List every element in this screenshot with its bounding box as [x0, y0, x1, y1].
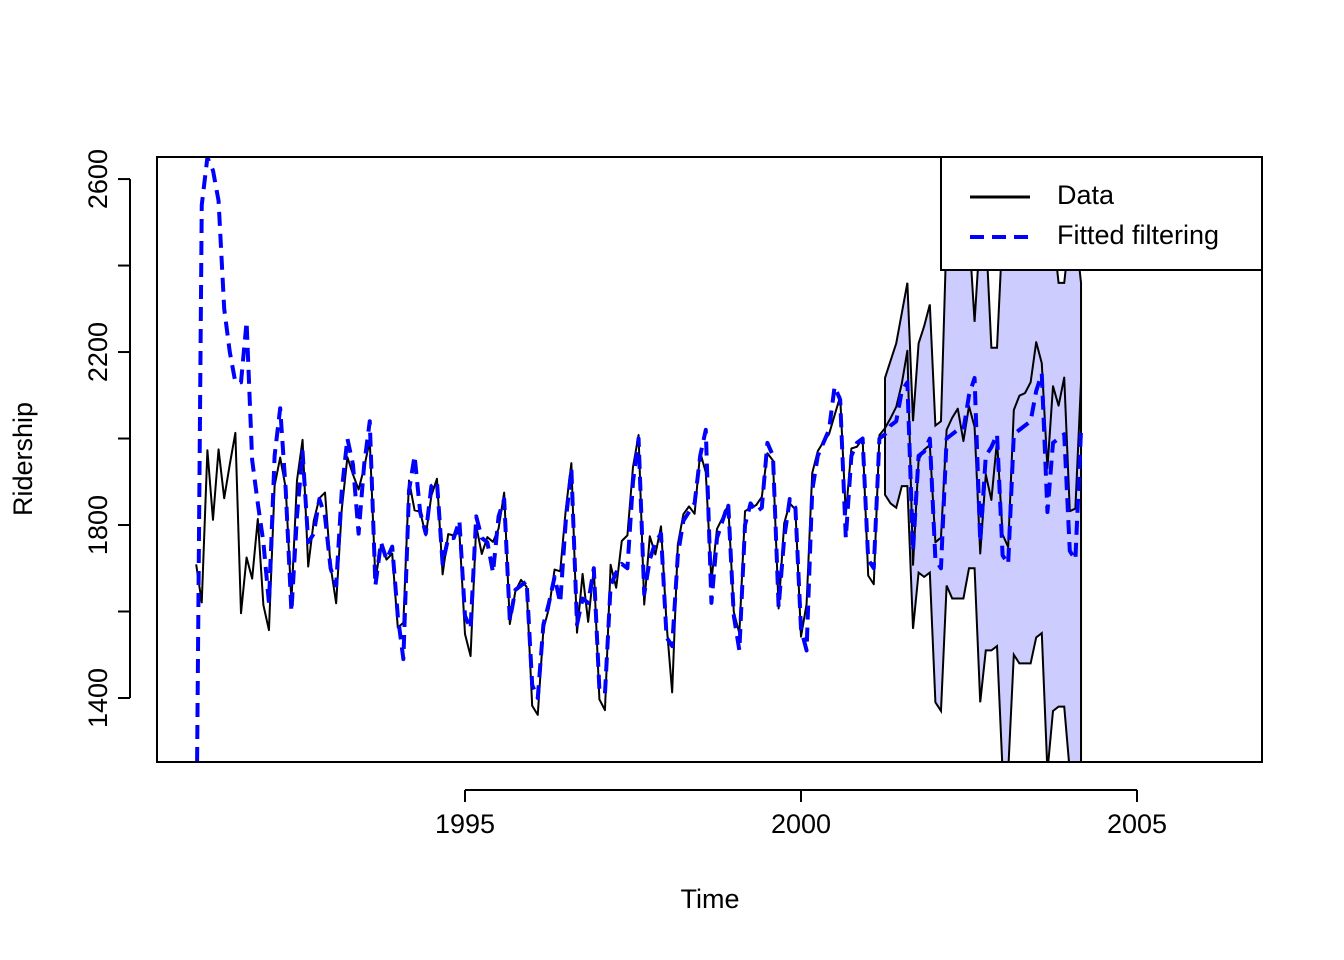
- plot-area: [195, 157, 1084, 762]
- y-axis-label: Ridership: [8, 402, 38, 516]
- plot-frame: [156, 156, 1263, 763]
- y-tick-label: 2200: [83, 322, 113, 382]
- y-tick-label: 2600: [83, 149, 113, 209]
- y-tick-label: 1400: [83, 668, 113, 728]
- legend-label: Data: [1057, 180, 1115, 210]
- x-tick-label: 1995: [435, 809, 495, 839]
- legend-label: Fitted filtering: [1057, 220, 1219, 250]
- series-line: [195, 157, 1084, 762]
- x-tick-label: 2000: [771, 809, 831, 839]
- legend: Data Fitted filtering: [940, 156, 1263, 271]
- y-tick-label: 1800: [83, 495, 113, 555]
- x-tick-label: 2005: [1107, 809, 1167, 839]
- legend-box: [940, 156, 1263, 271]
- x-axis-label: Time: [681, 884, 740, 914]
